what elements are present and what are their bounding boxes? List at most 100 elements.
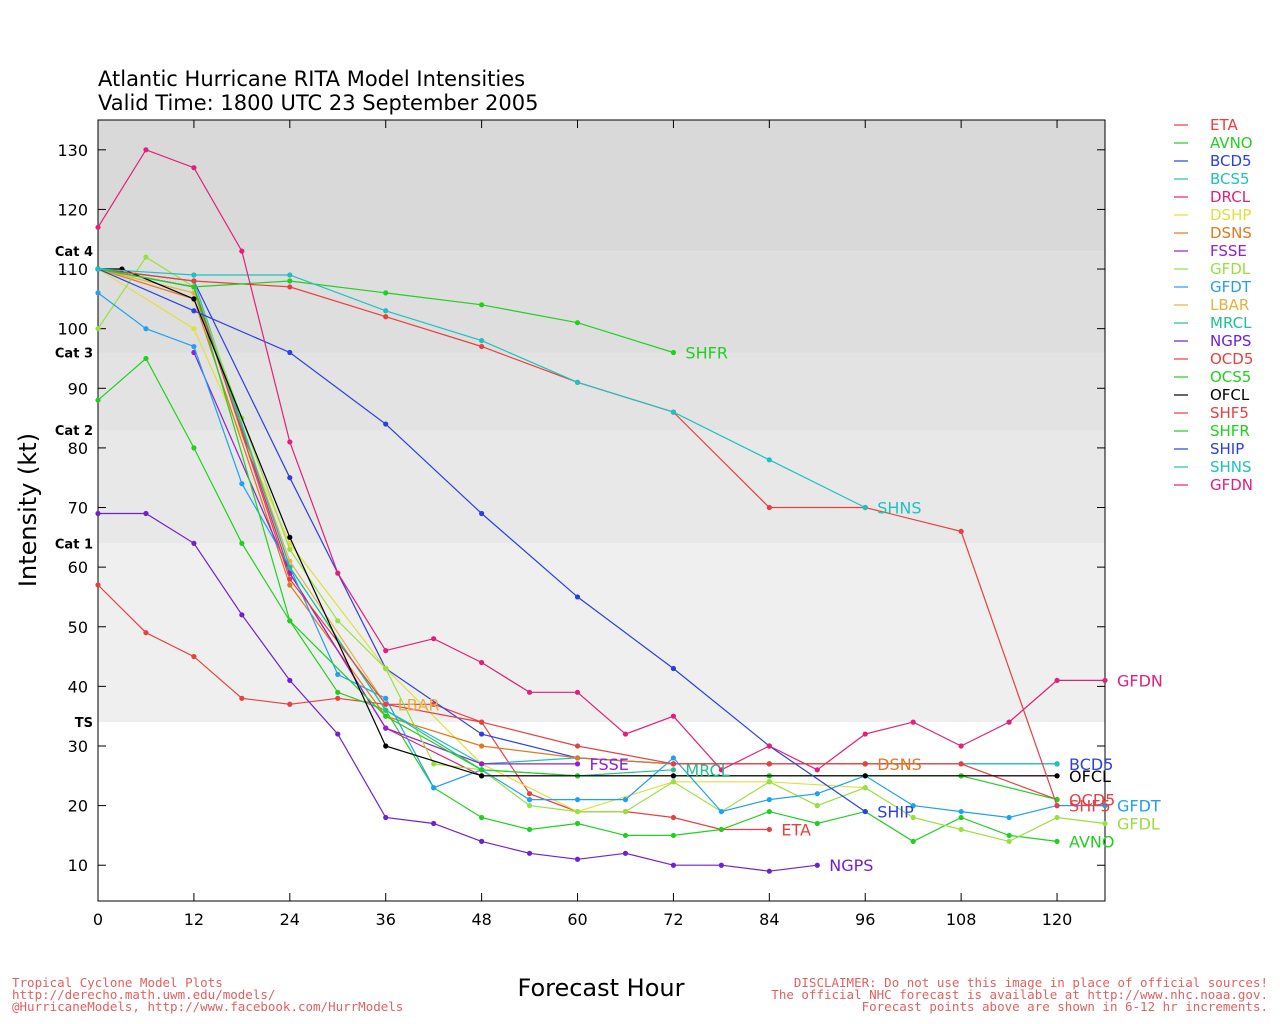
- category-label: Cat 3: [55, 347, 93, 362]
- x-axis-label: Forecast Hour: [518, 974, 685, 1002]
- x-tick-label: 0: [93, 910, 103, 929]
- data-point: [670, 862, 677, 868]
- series-end-label: SHF5: [1069, 797, 1111, 816]
- series-ocd5: [95, 266, 1060, 803]
- legend-item: SHNS: [1174, 458, 1252, 476]
- data-point: [622, 731, 629, 737]
- legend-item: DRCL: [1174, 188, 1251, 206]
- data-point: [383, 743, 389, 749]
- data-point: [191, 540, 197, 546]
- y-tick-label: 10: [68, 856, 88, 875]
- legend-item: ETA: [1174, 116, 1238, 134]
- data-point: [191, 343, 197, 350]
- data-point: [287, 546, 293, 552]
- data-point: [1054, 803, 1060, 809]
- legend-label: AVNO: [1210, 134, 1253, 152]
- data-point: [287, 618, 293, 624]
- y-tick-label: 70: [68, 499, 88, 518]
- y-tick-label: 130: [57, 141, 88, 160]
- series-end-label: ETA: [781, 820, 811, 839]
- data-point: [574, 594, 581, 600]
- category-band: [98, 352, 1105, 431]
- data-point: [479, 343, 485, 350]
- legend-label: LBAR: [1210, 296, 1249, 314]
- footer-left-line: @HurricaneModels, http://www.facebook.co…: [12, 999, 403, 1014]
- series-gfdl: [95, 254, 1108, 844]
- data-point: [287, 582, 293, 588]
- x-tick-label: 96: [855, 910, 875, 929]
- legend-label: SHIP: [1210, 440, 1244, 458]
- legend-item: OCS5: [1174, 368, 1251, 386]
- category-label: Cat 2: [55, 424, 93, 439]
- data-point: [766, 868, 772, 874]
- data-point: [1102, 677, 1108, 684]
- data-point: [479, 731, 485, 737]
- series-avno: [95, 355, 1060, 844]
- data-point: [766, 743, 772, 749]
- data-point: [383, 421, 389, 427]
- data-point: [526, 826, 533, 833]
- legend-label: OCS5: [1210, 368, 1251, 386]
- data-point: [383, 665, 389, 672]
- footer-disclaimer-line: DISCLAIMER: Do not use this image in pla…: [794, 975, 1268, 990]
- series-end-label: SHFR: [685, 344, 728, 363]
- legend-item: SHIP: [1174, 440, 1244, 458]
- series-lines: [95, 147, 1108, 874]
- data-point: [383, 814, 389, 821]
- legend-label: SHF5: [1210, 404, 1249, 422]
- data-point: [383, 290, 389, 296]
- legend-label: SHNS: [1210, 458, 1252, 476]
- data-point: [335, 695, 341, 701]
- series-ngps: [95, 510, 820, 874]
- series-end-label: OFCL: [1069, 767, 1111, 786]
- data-point: [95, 224, 101, 230]
- data-point: [95, 266, 101, 272]
- data-point: [574, 755, 581, 761]
- legend-item: GFDN: [1174, 476, 1253, 494]
- series-end-label: FSSE: [590, 755, 629, 774]
- data-point: [718, 826, 724, 833]
- data-point: [383, 308, 389, 314]
- category-band: [98, 251, 1105, 353]
- data-point: [479, 743, 485, 749]
- data-point: [1102, 803, 1108, 809]
- data-point: [287, 677, 293, 684]
- data-point: [191, 284, 197, 290]
- data-point: [958, 743, 964, 749]
- data-point: [143, 326, 149, 332]
- data-point: [191, 272, 197, 278]
- data-point: [335, 570, 341, 576]
- data-point: [670, 349, 677, 356]
- data-point: [1054, 677, 1060, 684]
- data-point: [670, 409, 677, 415]
- footer-left: Tropical Cyclone Model Plots http://dere…: [12, 975, 403, 1014]
- series-line: [97, 256, 1106, 843]
- data-point: [910, 814, 916, 821]
- data-point: [1054, 814, 1060, 821]
- footer-left-line: http://derecho.math.uwm.edu/models/: [12, 987, 275, 1002]
- data-point: [958, 808, 964, 815]
- data-point: [383, 713, 389, 719]
- data-point: [958, 761, 964, 767]
- data-point: [479, 659, 485, 666]
- data-point: [862, 773, 868, 779]
- legend-label: GFDN: [1210, 476, 1253, 494]
- y-tick-label: 80: [68, 439, 88, 458]
- category-label: Cat 1: [55, 537, 93, 552]
- data-point: [670, 755, 677, 761]
- data-point: [814, 791, 820, 797]
- x-tick-label: 60: [567, 910, 587, 929]
- legend-label: GFDT: [1210, 278, 1252, 296]
- data-point: [622, 808, 629, 815]
- data-point: [670, 767, 677, 773]
- data-point: [766, 779, 772, 785]
- data-point: [335, 618, 341, 624]
- footer-disclaimer-line: The official NHC forecast is available a…: [771, 987, 1268, 1002]
- legend-label: BCD5: [1210, 152, 1252, 170]
- data-point: [239, 481, 245, 487]
- legend-item: GFDT: [1174, 278, 1252, 296]
- legend-item: OFCL: [1174, 386, 1250, 404]
- series-end-label: SHIP: [877, 803, 914, 822]
- series-line: [97, 292, 1105, 819]
- legend-item: BCS5: [1174, 170, 1250, 188]
